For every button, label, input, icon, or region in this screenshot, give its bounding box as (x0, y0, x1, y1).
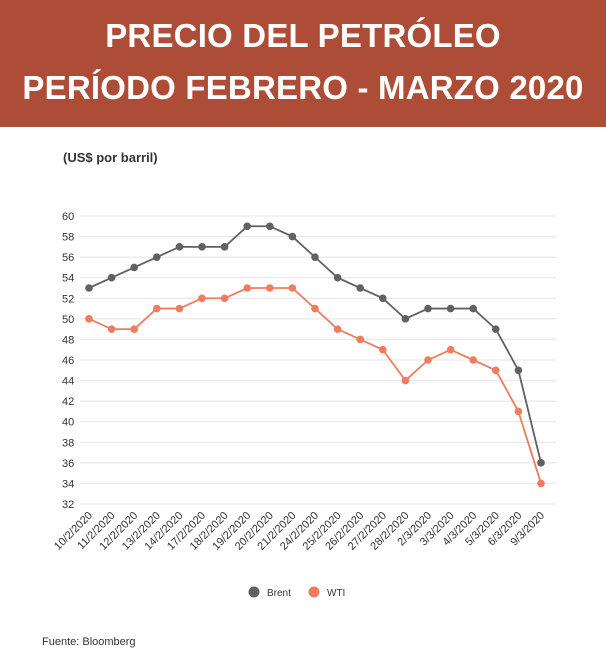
data-point-wti (379, 345, 387, 354)
chart-title-line2: PERÍODO FEBRERO - MARZO 2020 (22, 69, 584, 106)
data-point-brent (311, 253, 319, 261)
series-line-wti (88, 287, 542, 484)
y-axis-ticks: 32 34 36 38 40 42 44 46 48 50 52 54 56 58 60 (62, 211, 74, 511)
data-point-wti (220, 294, 229, 303)
title-banner: PRECIO DEL PETRÓLEO PERÍODO FEBRERO - MA… (0, 0, 606, 127)
data-point-wti (266, 284, 274, 292)
y-tick-label: 38 (62, 437, 74, 449)
y-tick-label: 40 (62, 417, 74, 429)
y-tick-label: 52 (62, 293, 74, 305)
data-point-wti (514, 407, 523, 416)
y-tick-label: 50 (62, 314, 74, 326)
y-tick-label: 44 (62, 376, 74, 388)
data-point-brent (446, 304, 455, 313)
data-point-wti (130, 325, 138, 333)
source-note: Fuente: Bloomberg (42, 636, 136, 648)
data-point-wti (311, 304, 319, 313)
data-point-brent (266, 222, 274, 231)
data-point-wti (288, 284, 297, 292)
y-tick-label: 32 (62, 499, 74, 511)
series-line-brent (88, 225, 542, 464)
data-point-brent (243, 222, 251, 231)
y-tick-label: 48 (62, 334, 74, 346)
data-point-wti (537, 479, 545, 488)
data-point-wti (243, 284, 251, 292)
data-point-wti (446, 345, 455, 354)
y-tick-label: 46 (62, 355, 74, 367)
data-point-wti (356, 335, 365, 344)
legend-marker-wti (308, 586, 320, 598)
data-point-wti (492, 366, 500, 375)
data-point-brent (220, 243, 229, 251)
data-point-brent (537, 459, 545, 467)
data-point-wti (401, 376, 410, 385)
legend-label-wti: WTI (327, 588, 345, 599)
data-point-brent (288, 232, 297, 241)
series-brent (85, 222, 545, 467)
y-tick-label: 42 (62, 396, 74, 408)
data-point-brent (198, 243, 206, 251)
data-point-brent (401, 315, 410, 323)
data-point-wti (85, 315, 93, 323)
legend-marker-brent (248, 586, 260, 598)
chart-title-line1: PRECIO DEL PETRÓLEO (105, 17, 501, 54)
y-tick-label: 58 (62, 232, 74, 244)
data-point-brent (107, 273, 116, 282)
data-point-brent (514, 366, 523, 375)
data-point-brent (85, 284, 93, 292)
y-tick-label: 54 (62, 273, 74, 285)
y-axis-unit-label: (US$ por barril) (63, 150, 158, 165)
y-tick-label: 36 (62, 458, 74, 470)
data-point-brent (424, 304, 432, 313)
y-tick-label: 34 (62, 478, 74, 490)
data-point-brent (130, 263, 138, 272)
data-point-wti (175, 304, 184, 313)
data-point-wti (198, 294, 206, 303)
data-point-wti (333, 325, 342, 333)
y-tick-label: 56 (62, 252, 74, 264)
data-point-brent (333, 273, 342, 282)
legend: Brent WTI (248, 586, 345, 599)
data-point-wti (153, 304, 161, 313)
y-tick-label: 60 (62, 211, 74, 223)
data-point-wti (107, 325, 116, 333)
data-point-brent (379, 294, 387, 303)
series-wti (85, 284, 545, 488)
data-point-brent (356, 284, 365, 292)
data-point-brent (492, 325, 500, 333)
data-point-brent (153, 253, 161, 261)
legend-label-brent: Brent (267, 588, 291, 599)
data-point-brent (469, 304, 478, 313)
x-axis-ticks: 10/2/202011/2/202012/2/202013/2/202014/2… (52, 510, 547, 553)
data-point-wti (469, 356, 478, 364)
data-point-brent (175, 243, 184, 251)
data-point-wti (424, 356, 432, 364)
